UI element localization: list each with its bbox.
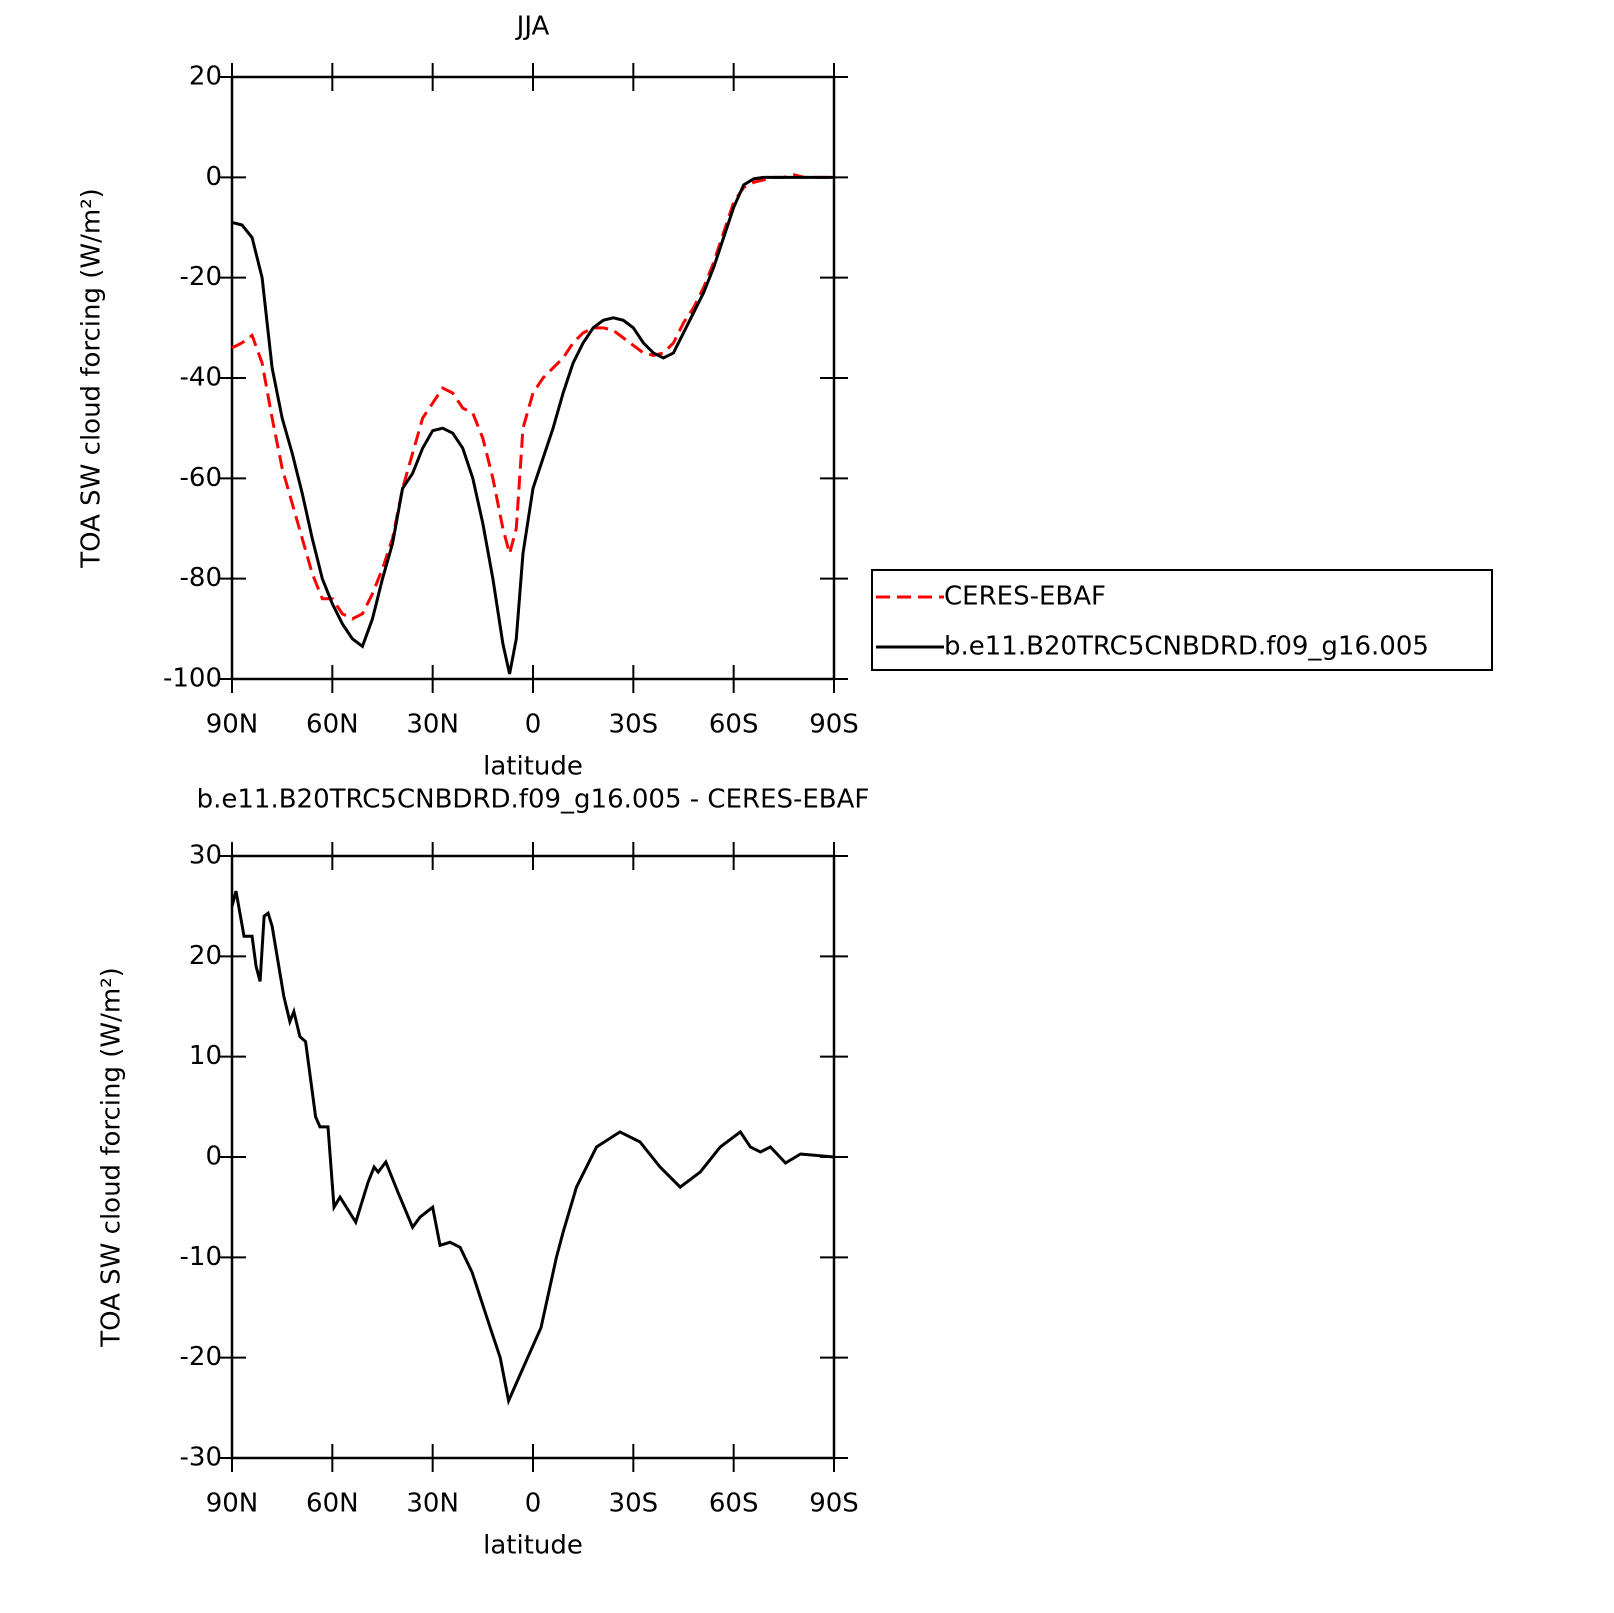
x-axis-label: latitude (483, 1531, 583, 1561)
data-line (230, 890, 835, 1406)
x-tick-label: 60N (306, 710, 359, 740)
y-tick-label: -30 (180, 1443, 222, 1473)
y-tick-label: -60 (180, 463, 222, 493)
y-tick-label: 10 (189, 1041, 222, 1071)
x-tick-label: 60S (709, 710, 759, 740)
x-tick-label: 30S (609, 710, 659, 740)
chart-title: JJA (515, 12, 550, 42)
y-tick-label: -100 (163, 664, 222, 694)
y-tick-label: -10 (180, 1242, 222, 1272)
x-tick-label: 60N (306, 1489, 359, 1519)
legend-label: CERES-EBAF (944, 582, 1106, 612)
x-tick-label: 90S (809, 710, 859, 740)
x-axis-label: latitude (483, 752, 583, 782)
legend-box (871, 569, 1493, 671)
y-tick-label: -40 (180, 363, 222, 393)
y-tick-label: -20 (180, 262, 222, 292)
x-tick-label: 30N (406, 710, 459, 740)
chart-title: b.e11.B20TRC5CNBDRD.f09_g16.005 - CERES-… (197, 785, 870, 815)
y-axis-label: TOA SW cloud forcing (W/m²) (97, 967, 127, 1348)
x-tick-label: 90S (809, 1489, 859, 1519)
y-tick-label: 0 (205, 162, 222, 192)
y-tick-label: 20 (189, 62, 222, 92)
y-tick-label: 20 (189, 941, 222, 971)
legend-label: b.e11.B20TRC5CNBDRD.f09_g16.005 (944, 632, 1429, 662)
x-tick-label: 0 (525, 710, 542, 740)
y-axis-label: TOA SW cloud forcing (W/m²) (77, 188, 107, 569)
data-line (231, 173, 834, 621)
y-tick-label: -20 (180, 1342, 222, 1372)
x-tick-label: 90N (206, 710, 259, 740)
x-tick-label: 30S (609, 1489, 659, 1519)
x-tick-label: 90N (206, 1489, 259, 1519)
y-tick-label: -80 (180, 563, 222, 593)
x-tick-label: 0 (525, 1489, 542, 1519)
x-tick-label: 30N (406, 1489, 459, 1519)
plot-frame (230, 75, 836, 681)
plot-frame (230, 854, 836, 1460)
data-line (231, 175, 834, 675)
y-tick-label: 0 (205, 1142, 222, 1172)
x-tick-label: 60S (709, 1489, 759, 1519)
y-tick-label: 30 (189, 841, 222, 871)
